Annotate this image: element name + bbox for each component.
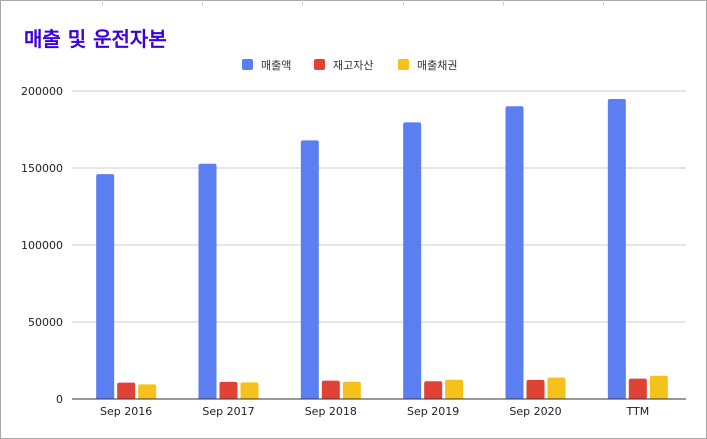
bar-revenue xyxy=(300,140,319,399)
y-tick-label: 150000 xyxy=(21,162,63,175)
x-axis-ticks: Sep 2016 Sep 2017 Sep 2018 Sep 2019 Sep 2020… xyxy=(100,405,649,418)
bar-inventory xyxy=(424,381,443,399)
gridlines xyxy=(72,90,686,323)
y-tick-label: 100000 xyxy=(21,239,63,252)
legend-label: 매출액 xyxy=(261,59,291,72)
legend-swatch xyxy=(242,59,253,70)
bar-receivables xyxy=(445,379,464,399)
y-tick-label: 50000 xyxy=(28,316,63,329)
x-tick-label: Sep 2017 xyxy=(202,405,254,418)
x-tick-label: Sep 2018 xyxy=(305,405,357,418)
bar-receivables xyxy=(547,377,566,399)
bar-inventory xyxy=(219,381,238,399)
chart-title: 매출 및 운전자본 xyxy=(24,27,167,51)
legend-swatch xyxy=(398,59,409,70)
bars xyxy=(96,99,668,400)
bar-revenue xyxy=(96,174,115,399)
bar-receivables xyxy=(240,382,259,399)
bar-receivables xyxy=(342,381,361,399)
bar-revenue xyxy=(607,99,626,400)
bar-receivables xyxy=(649,375,668,399)
y-tick-label: 200000 xyxy=(21,85,63,98)
bar-revenue xyxy=(505,106,524,399)
bar-revenue xyxy=(198,163,217,399)
bar-inventory xyxy=(117,382,136,399)
bar-receivables xyxy=(138,384,157,399)
y-tick-label: 0 xyxy=(56,393,63,406)
bar-inventory xyxy=(628,378,647,399)
bar-inventory xyxy=(526,379,545,399)
y-axis-ticks: 0 50000 100000 150000 200000 xyxy=(21,85,63,406)
x-tick-label: Sep 2019 xyxy=(407,405,459,418)
legend-label: 재고자산 xyxy=(333,59,373,72)
x-tick-label: TTM xyxy=(625,405,649,418)
bar-inventory xyxy=(321,380,340,399)
bar-revenue xyxy=(403,122,422,399)
legend: 매출액 재고자산 매출채권 xyxy=(242,59,457,72)
x-tick-label: Sep 2020 xyxy=(509,405,561,418)
legend-label: 매출채권 xyxy=(417,59,457,72)
legend-swatch xyxy=(314,59,325,70)
x-tick-label: Sep 2016 xyxy=(100,405,152,418)
